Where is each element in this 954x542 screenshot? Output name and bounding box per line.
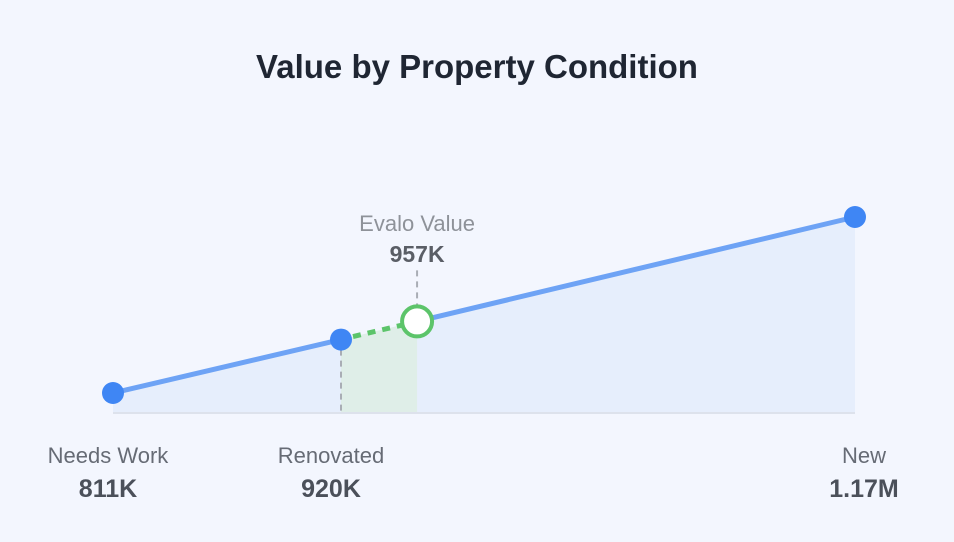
estimate-point: [400, 304, 435, 339]
data-point: [844, 206, 866, 228]
point-label: Needs Work: [48, 443, 170, 468]
estimate-range-fill: [341, 321, 418, 413]
point-value: 1.17M: [829, 475, 898, 503]
estimate-value: 957K: [390, 241, 445, 267]
line-segment: [414, 214, 858, 324]
chart-title: Value by Property Condition: [256, 48, 698, 85]
line-segment: [110, 337, 344, 396]
point-value: 811K: [79, 475, 137, 503]
area-fill: [113, 217, 855, 413]
point-label: Renovated: [278, 443, 384, 468]
data-point: [330, 328, 352, 351]
point-label: New: [842, 443, 886, 468]
data-point: [102, 382, 124, 404]
estimate-label: Evalo Value: [359, 211, 475, 236]
point-value: 920K: [301, 475, 361, 503]
